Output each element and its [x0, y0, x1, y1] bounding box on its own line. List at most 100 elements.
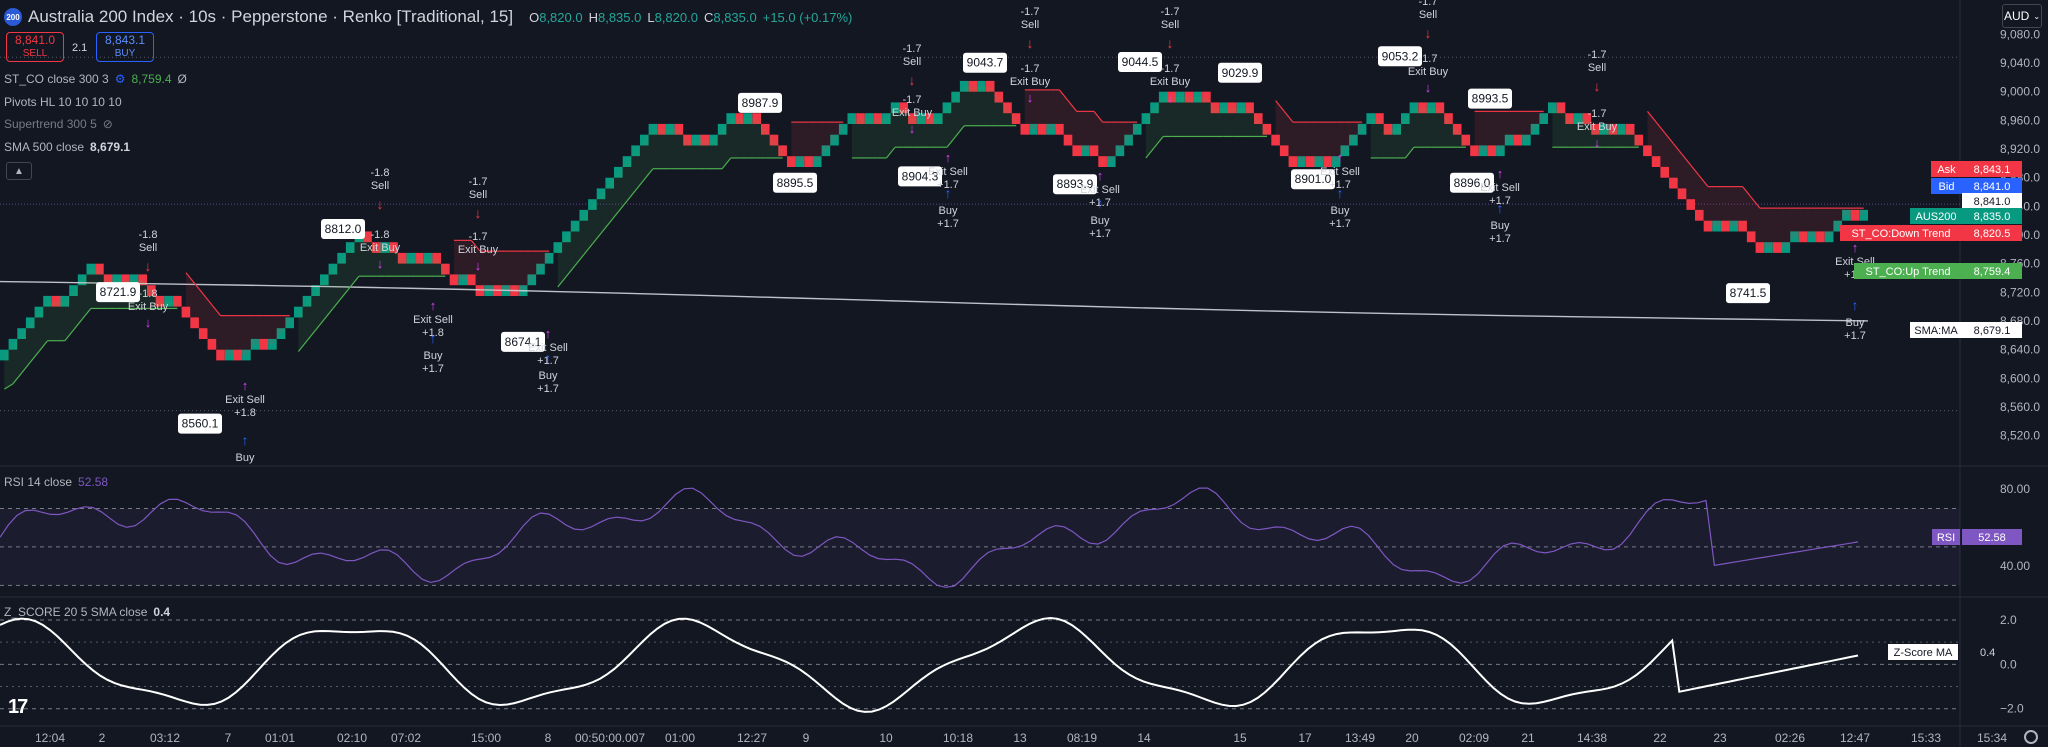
symbol-title[interactable]: Australia 200 Index · 10s · Pepperstone … [28, 7, 514, 26]
collapse-indicators-button[interactable]: ▲ [6, 162, 32, 180]
indicator-rsi[interactable]: RSI 14 close 52.58 [4, 475, 108, 489]
supertrend-fill [869, 118, 878, 158]
supertrend-fill [1336, 122, 1345, 162]
renko-brick [890, 102, 900, 114]
sell-button[interactable]: 8,841.0 SELL [6, 32, 64, 62]
x-tick-label: 02:26 [1775, 731, 1805, 745]
renko-brick [337, 252, 346, 264]
supertrend-segment [1690, 164, 1700, 177]
supertrend-fill [367, 236, 377, 277]
renko-brick [198, 328, 208, 339]
supertrend-fill [557, 236, 567, 287]
currency-button[interactable]: AUD ⌄ [2002, 4, 2042, 28]
supertrend-fill [428, 258, 437, 277]
sell-arrow-icon: ↓ [475, 205, 482, 221]
pivot-label: 9053.2 [1378, 46, 1422, 67]
right-label-value: 8,679.1 [1974, 325, 2011, 337]
indicator-sma-value: 8,679.1 [90, 140, 131, 154]
renko-brick [1651, 156, 1661, 167]
rsi-line [0, 487, 1859, 588]
supertrend-fill [1725, 186, 1734, 227]
renko-brick [1366, 113, 1375, 124]
indicator-sma[interactable]: SMA 500 close 8,679.1 [4, 140, 130, 154]
rsi-value-label: 52.58 [1978, 532, 2006, 544]
supertrend-fill [281, 315, 290, 334]
supertrend-segment [574, 254, 585, 266]
symbol-badge[interactable]: 200 [4, 8, 22, 26]
gear-icon[interactable]: ⚙ [114, 72, 126, 86]
renko-brick [778, 145, 787, 157]
supertrend-segment [332, 297, 343, 309]
indicator-zscore[interactable]: Z_SCORE 20 5 SMA close 0.4 [4, 605, 170, 619]
supertrend-segment [81, 308, 92, 320]
supertrend-fill [1388, 129, 1397, 158]
chart-header: 200 Australia 200 Index · 10s · Pepperst… [0, 0, 858, 34]
pivot-label: 8721.9 [96, 282, 140, 303]
pivot-label-text: 8904.3 [902, 169, 939, 183]
supertrend-segment [73, 318, 83, 331]
renko-brick [467, 274, 476, 286]
x-tick-label: 02:10 [337, 731, 367, 745]
exit-sell-amount: +1.7 [1489, 195, 1511, 207]
renko-brick [553, 242, 563, 253]
ohlc-key: L [647, 9, 655, 25]
exit-sell-arrow-icon: ↑ [1497, 166, 1504, 181]
tradingview-logo-icon[interactable]: 17 [8, 696, 28, 718]
renko-brick [1418, 102, 1427, 114]
sell-arrow-icon: ↓ [145, 258, 152, 274]
pivot-label: 9029.9 [1218, 62, 1262, 83]
sell-label: Sell [1588, 62, 1606, 74]
right-label-value-box [1962, 178, 2022, 194]
renko-brick [856, 113, 865, 124]
renko-brick [1349, 134, 1358, 146]
x-tick-label: 8 [545, 731, 552, 745]
buy-button[interactable]: 8,843.1 BUY [96, 32, 154, 62]
pivot-label: 8901.0 [1291, 169, 1335, 190]
renko-brick [596, 188, 606, 200]
eye-hidden-icon[interactable]: ⊘ [102, 117, 113, 131]
renko-brick [1677, 188, 1687, 200]
renko-brick [1859, 209, 1868, 221]
gear-icon[interactable] [2024, 730, 2038, 744]
indicator-st-co[interactable]: ST_CO close 300 3 ⚙ 8,759.4 Ø [4, 72, 187, 86]
renko-brick [1081, 145, 1090, 157]
renko-brick [51, 295, 61, 307]
renko-brick [925, 113, 934, 124]
supertrend-fill [696, 140, 705, 169]
renko-brick [1781, 242, 1791, 253]
sell-arrow-icon: ↓ [909, 72, 916, 88]
buy-arrow-icon: ↑ [545, 350, 552, 366]
supertrend-fill [1241, 107, 1250, 137]
indicator-supertrend[interactable]: Supertrend 300 5 ⊘ [4, 117, 113, 131]
renko-brick [579, 209, 588, 221]
supertrend-fill [678, 129, 688, 169]
supertrend-fill [1569, 118, 1579, 148]
y-tick-label: 8,920.0 [2000, 142, 2040, 156]
supertrend-fill [1396, 118, 1406, 158]
supertrend-fill [211, 304, 221, 356]
supertrend-fill [1612, 129, 1622, 148]
right-label-value: 8,843.1 [1974, 164, 2011, 176]
renko-brick [1703, 220, 1713, 232]
renko-brick [951, 91, 960, 103]
x-tick-label: 15:00 [471, 731, 501, 745]
renko-brick [1452, 123, 1462, 135]
renko-brick [475, 285, 485, 296]
buy-price: 8,843.1 [104, 33, 146, 47]
exit-sell-arrow-icon: ↑ [430, 298, 437, 313]
right-label-value: 8,841.0 [1974, 196, 2011, 208]
x-tick-label: 7 [225, 731, 232, 745]
supertrend-fill [722, 118, 731, 169]
indicator-rsi-value: 52.58 [78, 475, 109, 489]
sell-label: SELL [22, 48, 48, 59]
supertrend-fill [315, 279, 325, 330]
pivot-label-text: 9043.7 [967, 56, 1004, 70]
pivot-label-box [501, 331, 545, 352]
renko-brick [1245, 102, 1254, 114]
sell-arrow-icon: ↓ [1027, 35, 1034, 51]
renko-brick [544, 252, 554, 264]
renko-brick [1842, 209, 1851, 221]
indicator-pivots[interactable]: Pivots HL 10 10 10 10 [4, 95, 122, 109]
